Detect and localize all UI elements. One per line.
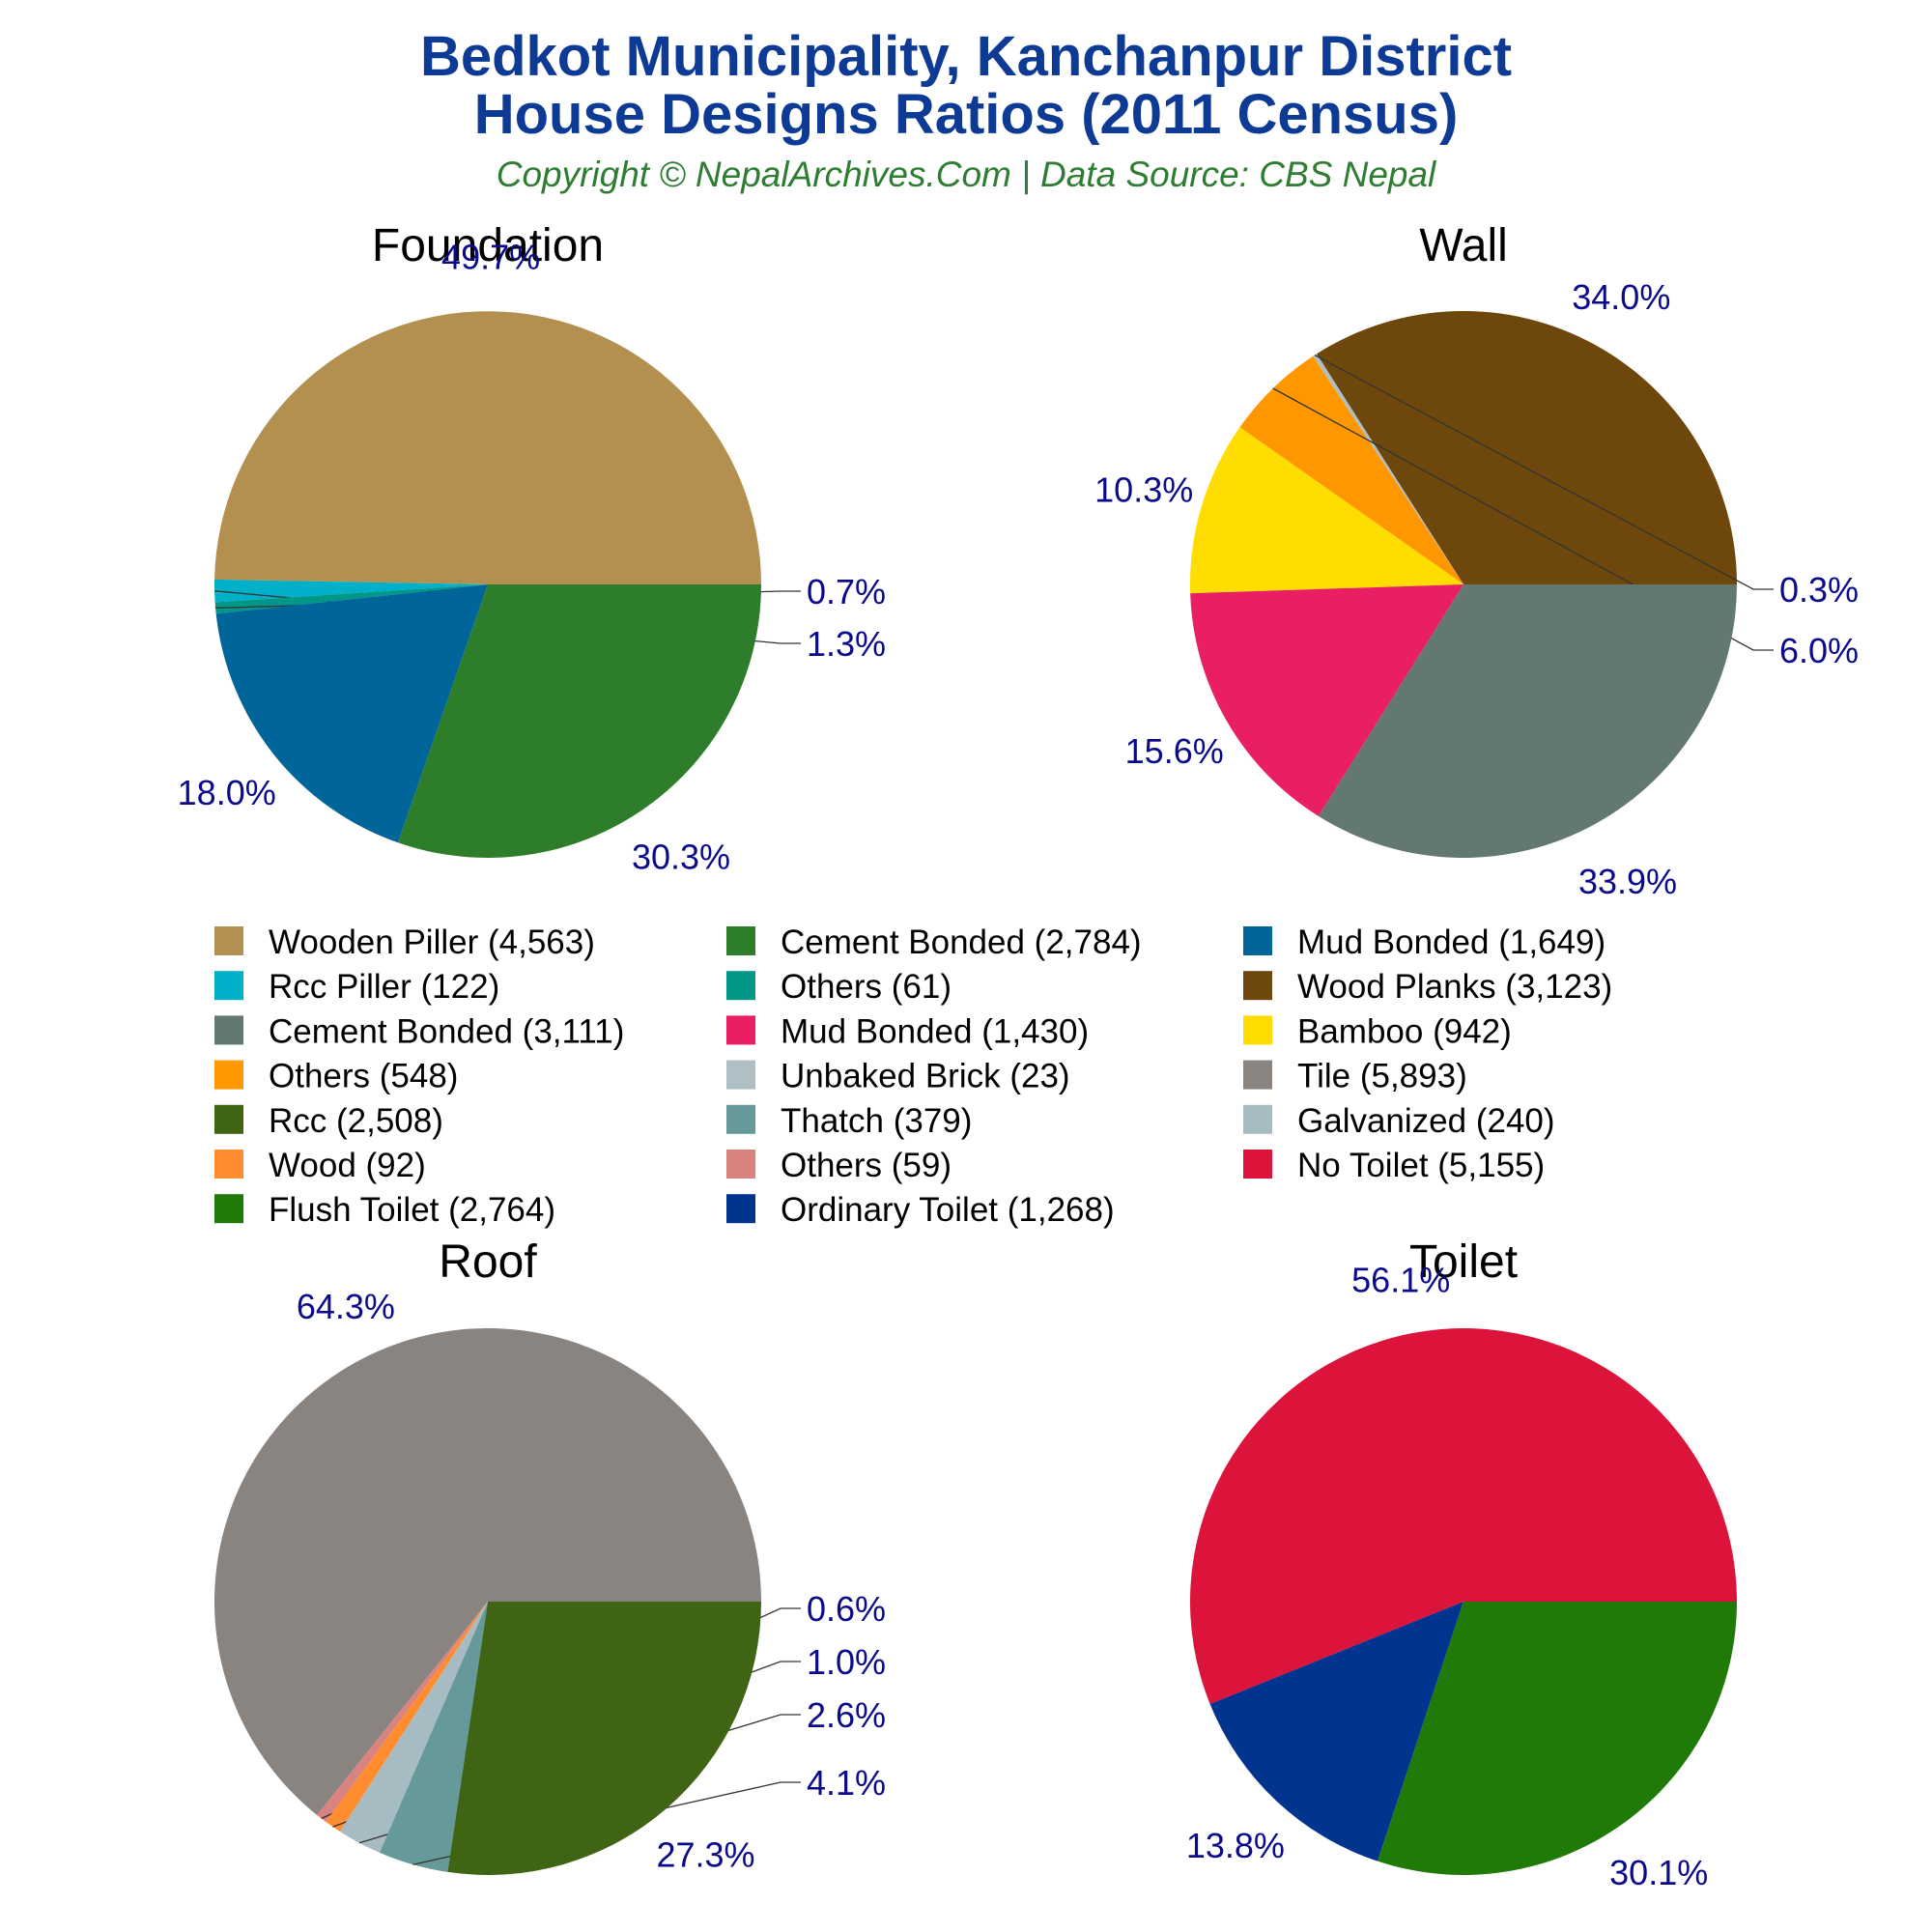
legend-label-galvanized-240: Galvanized (240)	[1297, 1102, 1555, 1140]
legend-swatch-bamboo-942	[1243, 1015, 1272, 1045]
slice-roof-wood	[326, 1602, 488, 1833]
percent-label-wall-others: 6.0%	[1779, 631, 1859, 670]
percent-label-wall-bamboo: 10.3%	[1094, 469, 1193, 509]
legend-swatch-flush-toilet-2-764	[214, 1194, 243, 1224]
legend-label-thatch-379: Thatch (379)	[781, 1102, 972, 1140]
legend-swatch-no-toilet-5-155	[1243, 1150, 1272, 1179]
chart-title-line1: Bedkot Municipality, Kanchanpur District	[420, 25, 1512, 88]
slice-toilet-flush-toilet	[1378, 1602, 1737, 1875]
legend-swatch-wood-planks-3-123	[1243, 971, 1272, 1001]
slice-wall-others	[1239, 355, 1463, 584]
legend-label-others-59: Others (59)	[781, 1147, 952, 1184]
chart-subtitle: Copyright © NepalArchives.Com | Data Sou…	[497, 155, 1437, 194]
legend-swatch-galvanized-240	[1243, 1104, 1272, 1134]
percent-label-foundation-others: 0.7%	[807, 572, 886, 611]
slice-roof-rcc	[447, 1602, 761, 1876]
percent-label-roof-others: 0.6%	[807, 1589, 886, 1629]
slice-wall-unbaked-brick	[1313, 354, 1463, 584]
percent-label-wall-unbaked-brick: 0.3%	[1779, 570, 1859, 610]
slice-roof-others	[317, 1602, 488, 1822]
percent-label-roof-rcc: 27.3%	[656, 1835, 754, 1875]
legend-swatch-rcc-piller-122	[214, 971, 243, 1001]
legend: Wooden Piller (4,563) Cement Bonded (2,78…	[214, 923, 1612, 1229]
legend-label-flush-toilet-2-764: Flush Toilet (2,764)	[269, 1191, 555, 1229]
leader-line-wall-unbaked-brick	[1314, 355, 1774, 590]
legend-swatch-wood-92	[214, 1150, 243, 1179]
legend-swatch-wooden-piller-4-563	[214, 926, 243, 955]
legend-label-others-548: Others (548)	[269, 1058, 458, 1095]
legend-swatch-mud-bonded-1-649	[1243, 926, 1272, 955]
percent-label-roof-wood: 1.0%	[807, 1642, 886, 1682]
slice-roof-thatch	[379, 1602, 488, 1872]
legend-swatch-cement-bonded-3-111	[214, 1015, 243, 1045]
percent-label-roof-thatch: 4.1%	[807, 1763, 886, 1803]
legend-label-mud-bonded-1-649: Mud Bonded (1,649)	[1297, 923, 1605, 961]
legend-swatch-rcc-2-508	[214, 1104, 243, 1134]
legend-label-tile-5-893: Tile (5,893)	[1297, 1058, 1467, 1095]
legend-swatch-ordinary-toilet-1-268	[726, 1194, 755, 1224]
percent-label-foundation-cement-bonded: 30.3%	[632, 837, 730, 876]
percent-label-roof-galvanized: 2.6%	[807, 1695, 886, 1735]
slice-wall-wood-planks	[1316, 311, 1737, 584]
percent-label-wall-wood-planks: 34.0%	[1572, 277, 1670, 317]
legend-label-ordinary-toilet-1-268: Ordinary Toilet (1,268)	[781, 1191, 1115, 1229]
pie-chart-roof: Roof 64.3% 0.6% 1.0% 2.6% 4.1% 27.3%	[213, 1236, 886, 1876]
slice-foundation-mud-bonded	[215, 584, 488, 843]
slice-toilet-ordinary-toilet	[1209, 1602, 1463, 1861]
slice-foundation-wooden-piller	[214, 311, 762, 584]
legend-label-rcc-2-508: Rcc (2,508)	[269, 1102, 443, 1140]
legend-swatch-thatch-379	[726, 1104, 755, 1134]
percent-label-toilet-flush-toilet: 30.1%	[1609, 1853, 1708, 1892]
slice-foundation-rcc-piller	[214, 579, 488, 603]
percent-label-toilet-ordinary-toilet: 13.8%	[1186, 1826, 1285, 1865]
legend-label-wood-planks-3-123: Wood Planks (3,123)	[1297, 968, 1612, 1006]
legend-swatch-mud-bonded-1-430	[726, 1015, 755, 1045]
slice-foundation-cement-bonded	[397, 584, 761, 859]
percent-label-foundation-mud-bonded: 18.0%	[178, 773, 276, 812]
legend-swatch-others-61	[726, 971, 755, 1001]
slice-roof-galvanized	[339, 1602, 488, 1853]
pie-title-foundation: Foundation	[372, 220, 604, 271]
percent-label-wall-cement-bonded: 33.9%	[1578, 862, 1677, 901]
pie-title-roof: Roof	[439, 1236, 537, 1288]
legend-swatch-others-548	[214, 1060, 243, 1090]
pie-title-wall: Wall	[1419, 220, 1508, 271]
legend-swatch-cement-bonded-2-784	[726, 926, 755, 955]
legend-label-wood-92: Wood (92)	[269, 1147, 426, 1184]
slice-wall-cement-bonded	[1318, 584, 1737, 858]
legend-label-cement-bonded-2-784: Cement Bonded (2,784)	[781, 923, 1142, 961]
leader-line-wall-others	[1272, 387, 1774, 651]
legend-swatch-others-59	[726, 1150, 755, 1179]
legend-swatch-tile-5-893	[1243, 1060, 1272, 1090]
slice-toilet-no-toilet	[1190, 1328, 1737, 1705]
percent-label-wall-mud-bonded: 15.6%	[1125, 731, 1224, 771]
pie-chart-wall: Wall 34.0% 0.3% 6.0% 10.3% 15.6% 33.9%	[1094, 220, 1859, 901]
legend-label-mud-bonded-1-430: Mud Bonded (1,430)	[781, 1012, 1089, 1050]
pie-title-toilet: Toilet	[1409, 1236, 1518, 1288]
percent-label-toilet-no-toilet: 56.1%	[1351, 1261, 1450, 1300]
percent-label-roof-tile: 64.3%	[297, 1287, 395, 1326]
slice-wall-mud-bonded	[1190, 584, 1463, 816]
slice-wall-bamboo	[1190, 427, 1463, 594]
legend-swatch-unbaked-brick-23	[726, 1060, 755, 1090]
chart-title-line2: House Designs Ratios (2011 Census)	[474, 83, 1459, 146]
legend-label-wooden-piller-4-563: Wooden Piller (4,563)	[269, 923, 595, 961]
legend-label-unbaked-brick-23: Unbaked Brick (23)	[781, 1058, 1070, 1095]
legend-label-cement-bonded-3-111: Cement Bonded (3,111)	[269, 1012, 624, 1050]
legend-label-others-61: Others (61)	[781, 968, 952, 1006]
legend-label-no-toilet-5-155: No Toilet (5,155)	[1297, 1147, 1545, 1184]
percent-label-foundation-wooden-piller: 49.7%	[441, 237, 540, 276]
legend-label-bamboo-942: Bamboo (942)	[1297, 1012, 1512, 1050]
legend-label-rcc-piller-122: Rcc Piller (122)	[269, 968, 499, 1006]
slice-roof-tile	[213, 1328, 762, 1815]
percent-label-foundation-rcc-piller: 1.3%	[807, 624, 886, 664]
